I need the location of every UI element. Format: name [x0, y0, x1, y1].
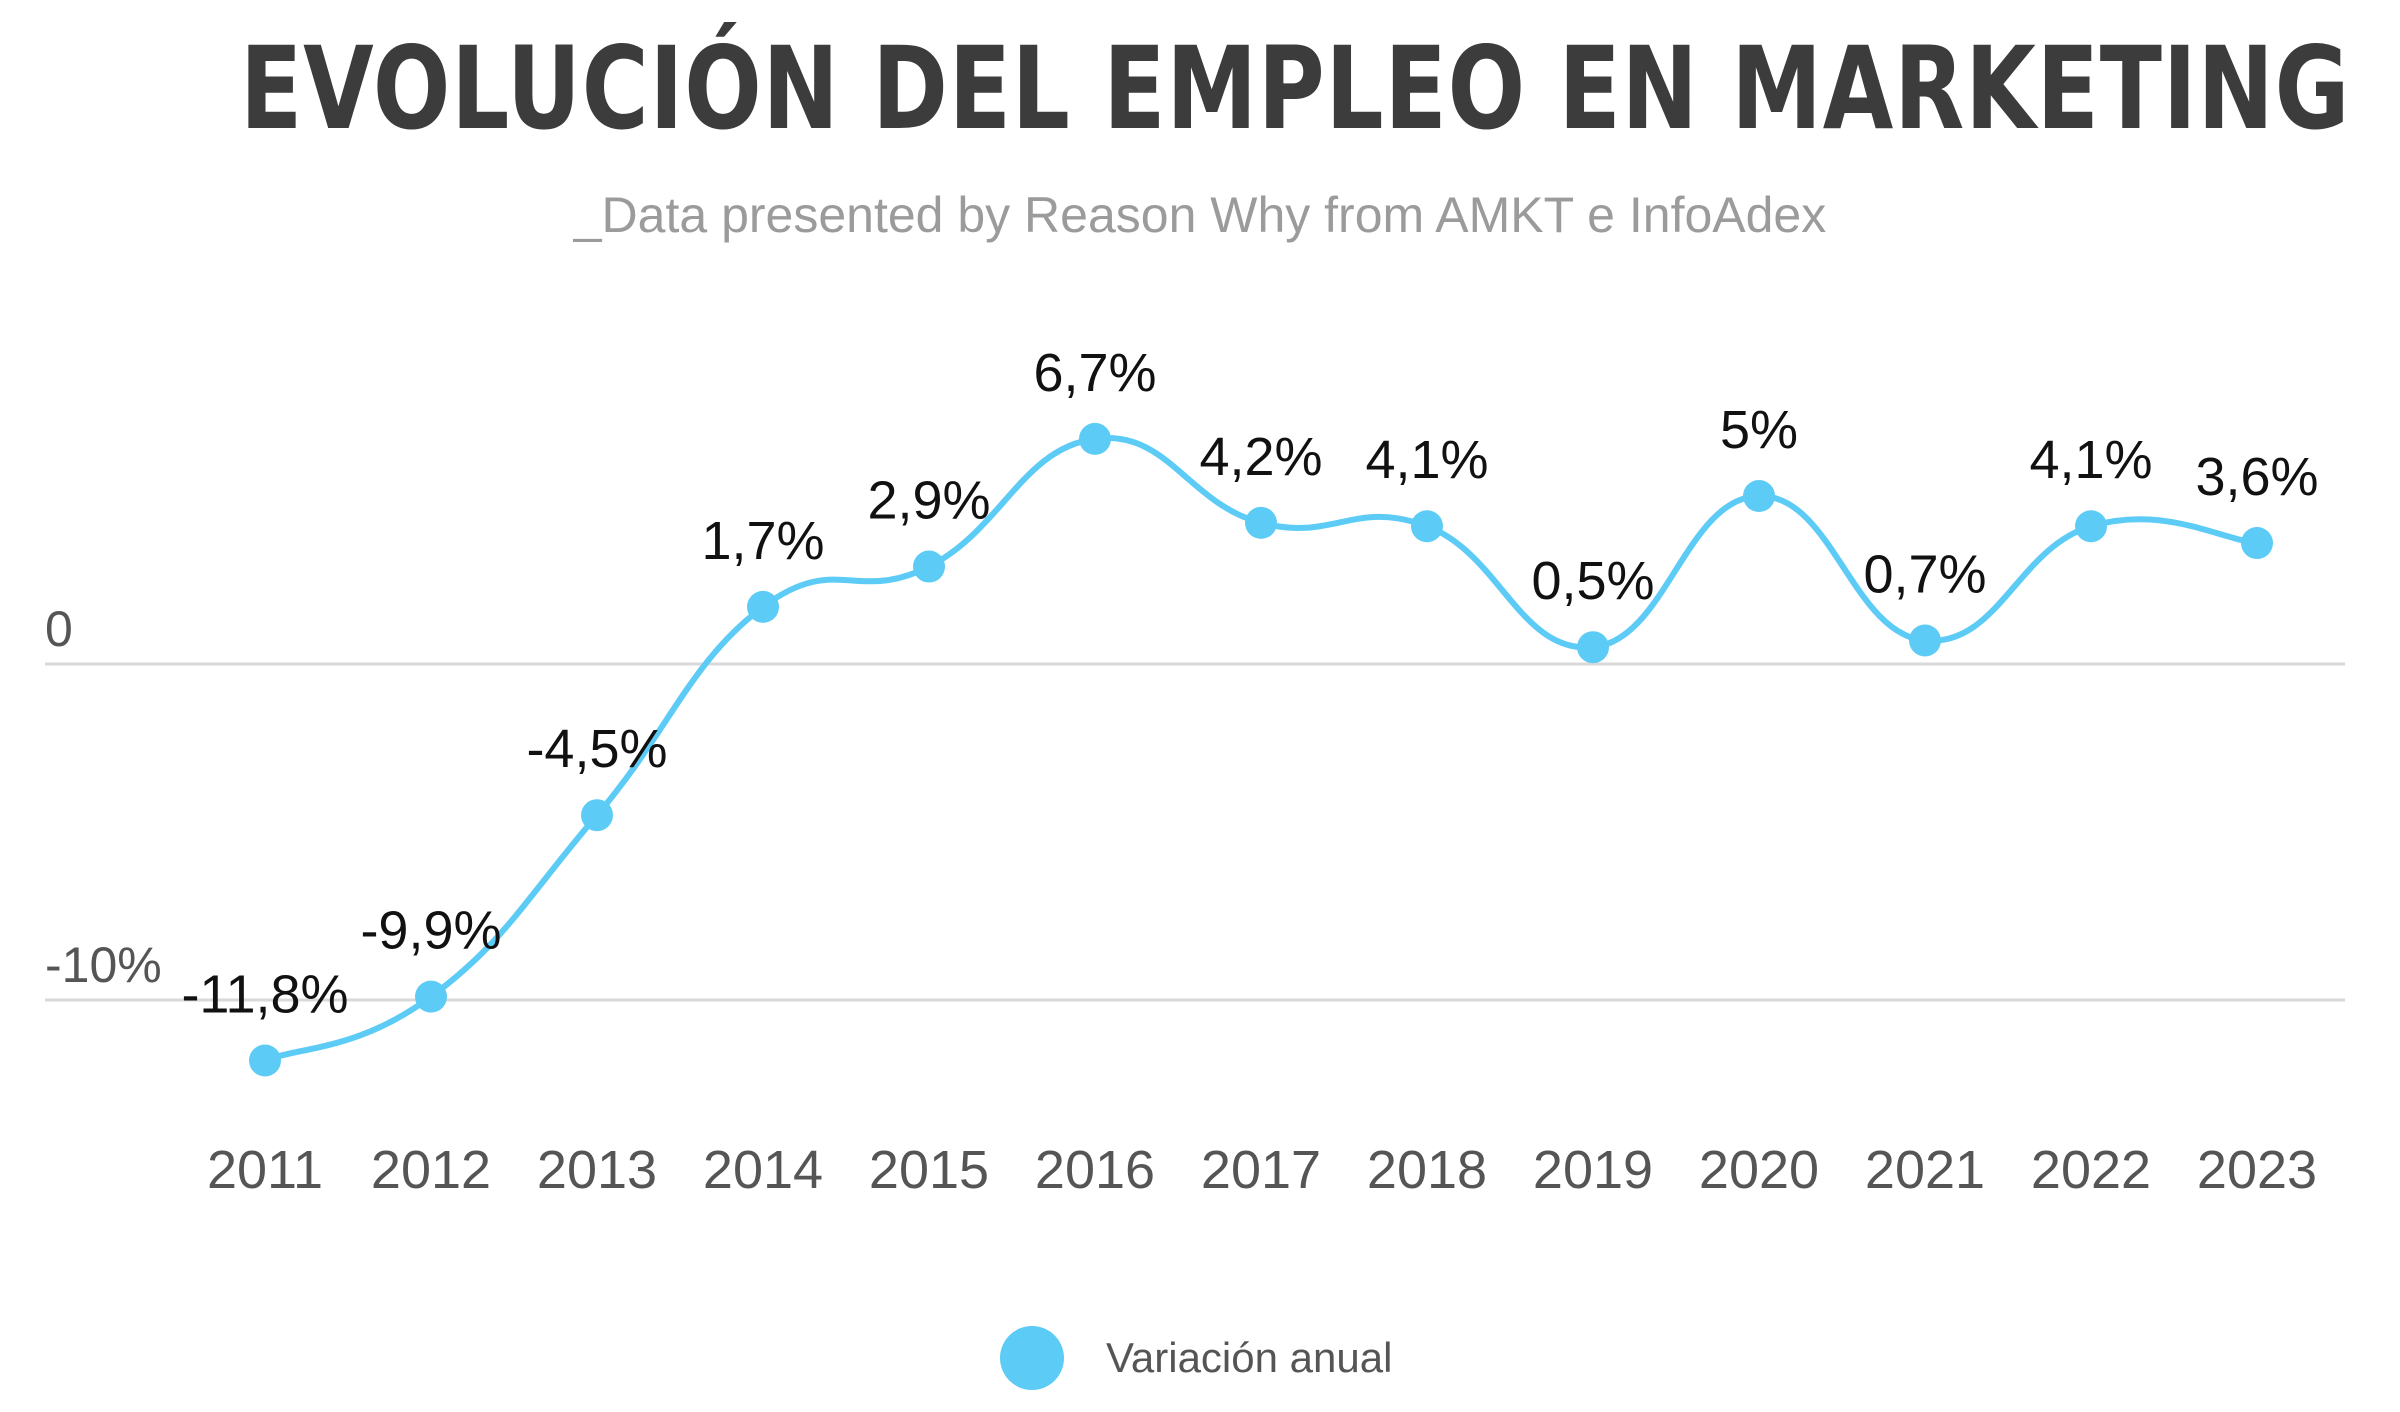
x-tick-label: 2013 [537, 1140, 657, 1200]
data-point [1909, 624, 1941, 657]
y-tick-label: 0 [45, 601, 73, 657]
data-label: 4,1% [2029, 430, 2152, 490]
x-tick-label: 2016 [1035, 1140, 1155, 1200]
x-tick-label: 2014 [703, 1140, 823, 1200]
data-label: 4,2% [1199, 427, 1322, 487]
legend-label: Variación anual [1106, 1334, 1393, 1381]
data-label: -9,9% [360, 901, 501, 961]
data-point [2241, 527, 2273, 560]
data-label: 3,6% [2195, 447, 2318, 507]
data-label: 4,1% [1365, 430, 1488, 490]
x-tick-label: 2022 [2031, 1140, 2151, 1200]
data-point [1743, 480, 1775, 512]
data-label: -4,5% [526, 719, 667, 779]
x-tick-label: 2018 [1367, 1140, 1487, 1200]
data-point [1577, 631, 1609, 664]
data-label: 6,7% [1033, 343, 1156, 403]
x-tick-label: 2023 [2197, 1140, 2317, 1200]
series-layer [249, 422, 2273, 1077]
x-tick-label: 2020 [1699, 1140, 1819, 1200]
data-point [747, 590, 779, 623]
data-point [1411, 510, 1443, 543]
data-point [2075, 510, 2107, 543]
data-point [913, 550, 945, 583]
data-point [415, 980, 447, 1013]
chart-subtitle: _Data presented by Reason Why from AMKT … [573, 187, 1827, 243]
x-tick-label: 2021 [1865, 1140, 1985, 1200]
legend: Variación anual [0, 1320, 2400, 1396]
x-tick-label: 2012 [371, 1140, 491, 1200]
data-label: 1,7% [701, 511, 824, 571]
data-point [1079, 422, 1111, 455]
y-tick-label: -10% [45, 937, 162, 993]
label-layer: -11,8%-9,9% -4,5% 1,7% 2,9% 6,7% 4,2% 4,1% 0,5%… [181, 343, 2318, 1025]
data-point [581, 799, 613, 832]
x-tick-label: 2015 [869, 1140, 989, 1200]
x-tick-label: 2017 [1201, 1140, 1321, 1200]
data-label: -11,8% [181, 964, 348, 1024]
legend-marker-icon [1000, 1326, 1064, 1390]
x-axis: 2011 2012 2013 2014 2015 2016 2017 2018 2019 2020… [207, 1140, 2317, 1200]
x-tick-label: 2011 [207, 1140, 323, 1200]
chart-title: EVOLUCIÓN DEL EMPLEO EN MARKETING [240, 22, 2351, 155]
data-label: 5% [1720, 400, 1798, 460]
data-label: 2,9% [867, 471, 990, 531]
data-label: 0,7% [1863, 544, 1986, 604]
data-label: 0,5% [1531, 551, 1654, 611]
data-point [1245, 506, 1277, 539]
data-point [249, 1044, 281, 1077]
x-tick-label: 2019 [1533, 1140, 1653, 1200]
